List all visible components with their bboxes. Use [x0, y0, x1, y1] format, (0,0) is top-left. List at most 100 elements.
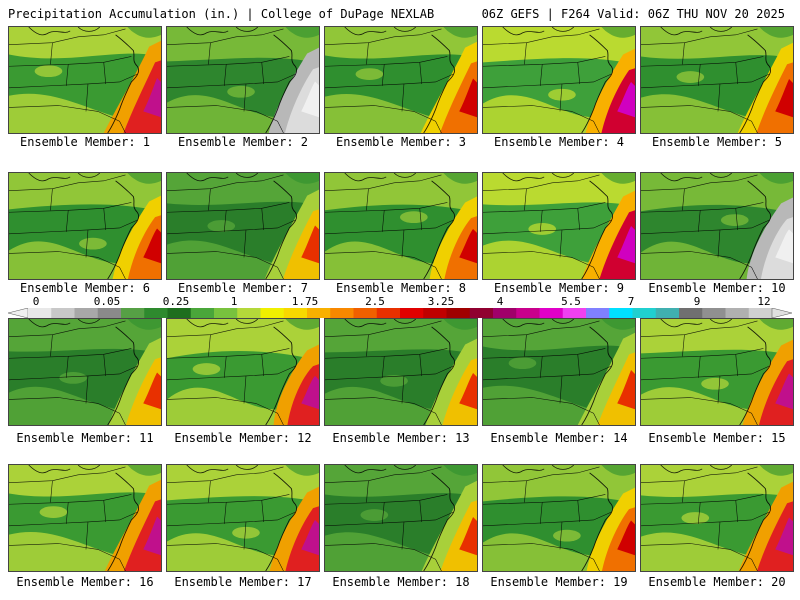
member-caption: Ensemble Member: 18: [332, 575, 470, 589]
member-caption: Ensemble Member: 8: [335, 281, 467, 295]
precip-map: [483, 173, 635, 279]
member-caption: Ensemble Member: 11: [16, 431, 154, 445]
map-panel: [482, 318, 636, 426]
precip-map: [641, 465, 793, 571]
member-caption: Ensemble Member: 2: [177, 135, 309, 149]
member-caption: Ensemble Member: 4: [493, 135, 625, 149]
member-caption: Ensemble Member: 5: [651, 135, 783, 149]
colorbar-swatch: [632, 308, 657, 318]
map-panel: [640, 26, 794, 134]
map-panel: [8, 318, 162, 426]
colorbar-swatch: [260, 308, 285, 318]
precip-map: [325, 465, 477, 571]
map-panel: [8, 26, 162, 134]
map-panel: [324, 26, 478, 134]
map-panel: [8, 464, 162, 572]
precip-map: [325, 27, 477, 133]
member-caption: Ensemble Member: 16: [16, 575, 154, 589]
member-caption: Ensemble Member: 10: [648, 281, 786, 295]
colorbar-swatch: [353, 308, 378, 318]
colorbar-swatch: [586, 308, 610, 318]
colorbar-swatch: [97, 308, 122, 318]
member-caption: Ensemble Member: 15: [648, 431, 786, 445]
map-panel: [482, 26, 636, 134]
colorbar-swatch: [190, 308, 215, 318]
colorbar-swatch: [655, 308, 680, 318]
precip-map: [9, 465, 161, 571]
colorbar-swatch: [167, 308, 192, 318]
colorbar-swatch: [679, 308, 703, 318]
colorbar-tick-label: 3.25: [427, 295, 455, 308]
map-panel: [8, 172, 162, 280]
member-caption: Ensemble Member: 9: [493, 281, 625, 295]
precip-map: [167, 465, 319, 571]
colorbar-swatch: [51, 308, 75, 318]
colorbar-swatch: [330, 308, 354, 318]
colorbar-tick-label: 0.25: [162, 295, 190, 308]
colorbar-swatch: [121, 308, 145, 318]
member-caption: Ensemble Member: 6: [19, 281, 151, 295]
member-caption: Ensemble Member: 14: [490, 431, 628, 445]
precip-map: [483, 319, 635, 425]
colorbar-swatch: [74, 308, 99, 318]
colorbar-swatch: [539, 308, 564, 318]
precip-map: [9, 173, 161, 279]
colorbar-tick-label: 4: [496, 295, 504, 308]
colorbar-swatch: [562, 308, 587, 318]
colorbar-swatch: [446, 308, 471, 318]
colorbar-tick-label: 2.5: [365, 295, 385, 308]
colorbar-swatch: [609, 308, 633, 318]
precip-map: [9, 27, 161, 133]
colorbar-tick-label: 5.5: [561, 295, 581, 308]
map-panel: [640, 172, 794, 280]
map-panel: [166, 318, 320, 426]
colorbar-swatch: [516, 308, 540, 318]
colorbar-tick-label: 0: [32, 295, 40, 308]
precip-map: [167, 173, 319, 279]
header-valid-time: 06Z GEFS | F264 Valid: 06Z THU NOV 20 20…: [481, 7, 785, 21]
header-title: Precipitation Accumulation (in.) | Colle…: [8, 7, 435, 21]
precip-map: [9, 319, 161, 425]
map-panel: [166, 172, 320, 280]
member-caption: Ensemble Member: 3: [335, 135, 467, 149]
precip-map: [325, 319, 477, 425]
map-panel: [482, 172, 636, 280]
colorbar-swatch: [702, 308, 726, 318]
precip-map: [167, 319, 319, 425]
map-panel: [324, 172, 478, 280]
precip-map: [483, 27, 635, 133]
member-caption: Ensemble Member: 17: [174, 575, 312, 589]
colorbar-swatch: [469, 308, 494, 318]
member-caption: Ensemble Member: 12: [174, 431, 312, 445]
map-panel: [324, 464, 478, 572]
colorbar-swatch: [493, 308, 517, 318]
colorbar-swatch: [144, 308, 168, 318]
colorbar-tick-label: 12: [757, 295, 771, 308]
map-panel: [166, 464, 320, 572]
member-caption: Ensemble Member: 13: [332, 431, 470, 445]
precip-map: [641, 173, 793, 279]
precip-map: [641, 27, 793, 133]
precip-map: [641, 319, 793, 425]
colorbar-tick-label: 0.05: [93, 295, 121, 308]
member-caption: Ensemble Member: 19: [490, 575, 628, 589]
colorbar-tick-label: 1: [230, 295, 238, 308]
map-panel: [324, 318, 478, 426]
colorbar-swatch: [28, 308, 52, 318]
map-panel: [640, 318, 794, 426]
precip-map: [167, 27, 319, 133]
colorbar-tick-label: 9: [693, 295, 701, 308]
colorbar-swatch: [283, 308, 308, 318]
precip-map: [325, 173, 477, 279]
colorbar-swatch: [400, 308, 424, 318]
colorbar-tick-label: 7: [627, 295, 635, 308]
colorbar-tick-label: 1.75: [291, 295, 319, 308]
colorbar-swatch: [725, 308, 750, 318]
colorbar-swatch: [748, 308, 773, 318]
colorbar-swatch: [214, 308, 238, 318]
colorbar-swatch: [237, 308, 261, 318]
member-caption: Ensemble Member: 20: [648, 575, 786, 589]
colorbar-legend: 0 0.05 0.25 1 1.75 2.5 3.25 4 5.5 7 9 12: [8, 296, 792, 320]
map-panel: [166, 26, 320, 134]
precip-map: [483, 465, 635, 571]
